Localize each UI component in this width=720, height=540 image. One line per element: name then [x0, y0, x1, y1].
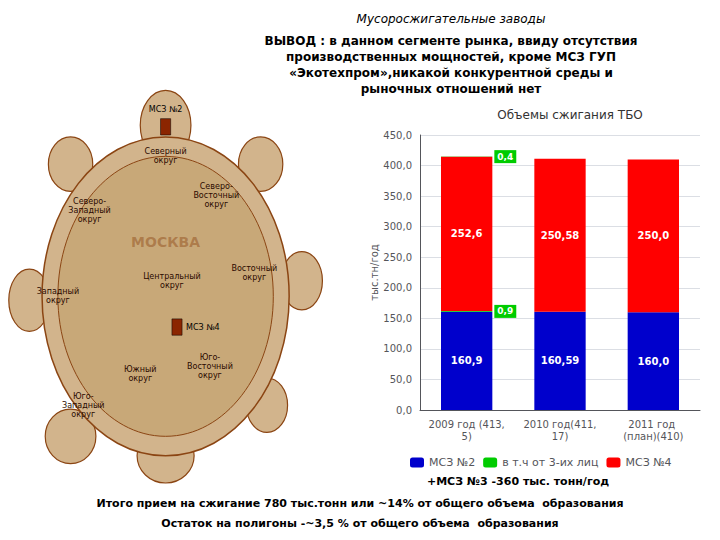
- svg-text:Северо-: Северо-: [73, 197, 106, 206]
- svg-text:округ: округ: [242, 273, 266, 282]
- svg-text:ВЫВОД : в данном сегменте рынк: ВЫВОД : в данном сегменте рынка, ввиду о…: [264, 34, 637, 48]
- svg-text:округ: округ: [128, 374, 152, 383]
- svg-text:Западный: Западный: [37, 287, 79, 296]
- svg-text:тыс.тн/год: тыс.тн/год: [369, 244, 380, 301]
- svg-text:400,0: 400,0: [383, 160, 412, 171]
- svg-text:Центральный: Центральный: [143, 272, 201, 281]
- svg-text:450,0: 450,0: [383, 130, 412, 141]
- svg-text:Юго-: Юго-: [73, 392, 94, 401]
- svg-text:50,0: 50,0: [390, 374, 412, 385]
- svg-text:округ: округ: [46, 296, 70, 305]
- svg-text:округ: округ: [160, 281, 184, 290]
- svg-text:252,6: 252,6: [451, 228, 483, 239]
- svg-text:0,4: 0,4: [497, 152, 513, 162]
- svg-text:(план)(410): (план)(410): [623, 431, 683, 442]
- svg-text:100,0: 100,0: [383, 343, 412, 354]
- svg-text:МОСКВА: МОСКВА: [131, 234, 200, 250]
- svg-text:2009 год (413,: 2009 год (413,: [429, 419, 505, 430]
- svg-text:округ: округ: [71, 410, 95, 419]
- svg-text:Остаток на полигоны -~3,5 % от: Остаток на полигоны -~3,5 % от общего об…: [161, 517, 558, 530]
- svg-text:250,0: 250,0: [638, 230, 670, 241]
- svg-text:2011 год: 2011 год: [628, 419, 678, 430]
- svg-text:2010 год(411,: 2010 год(411,: [523, 419, 596, 430]
- svg-text:Северный: Северный: [145, 147, 187, 156]
- svg-text:160,0: 160,0: [638, 356, 670, 367]
- svg-text:производственных мощностей, кр: производственных мощностей, кроме МСЗ ГУ…: [286, 50, 616, 64]
- svg-text:Итого прием на сжигание 780 ты: Итого прием на сжигание 780 тыс.тонн или…: [96, 497, 623, 510]
- svg-text:Объемы сжигания ТБО: Объемы сжигания ТБО: [497, 108, 643, 122]
- svg-text:160,59: 160,59: [541, 355, 580, 366]
- svg-text:0,0: 0,0: [396, 405, 412, 416]
- svg-text:250,58: 250,58: [541, 230, 580, 241]
- svg-text:350,0: 350,0: [383, 191, 412, 202]
- svg-text:в т.ч от 3-их лиц: в т.ч от 3-их лиц: [502, 456, 598, 469]
- svg-text:«Экотехпром»,никакой конкурент: «Экотехпром»,никакой конкурентной среды …: [289, 66, 613, 80]
- svg-text:Западный: Западный: [68, 206, 110, 215]
- svg-text:МСЗ №4: МСЗ №4: [625, 456, 671, 469]
- svg-text:0,9: 0,9: [497, 306, 513, 316]
- svg-text:5): 5): [462, 431, 472, 442]
- svg-text:рыночных отношений нет: рыночных отношений нет: [361, 82, 542, 96]
- svg-text:МСЗ №2: МСЗ №2: [429, 456, 475, 469]
- svg-text:17): 17): [552, 431, 569, 442]
- svg-text:округ: округ: [198, 371, 222, 380]
- svg-text:Мусоросжигательные заводы: Мусоросжигательные заводы: [357, 12, 546, 26]
- svg-text:160,9: 160,9: [451, 355, 483, 366]
- svg-text:Восточный: Восточный: [231, 264, 277, 273]
- svg-text:150,0: 150,0: [383, 313, 412, 324]
- svg-text:Юго-: Юго-: [200, 353, 221, 362]
- svg-text:МСЗ №4: МСЗ №4: [186, 323, 220, 332]
- svg-text:+МСЗ №3 -360 тыс. тонн/год: +МСЗ №3 -360 тыс. тонн/год: [427, 475, 609, 488]
- svg-text:Западный: Западный: [62, 401, 104, 410]
- svg-text:МСЗ №2: МСЗ №2: [149, 105, 183, 114]
- svg-text:Восточный: Восточный: [193, 191, 239, 200]
- svg-text:Северо-: Северо-: [200, 182, 233, 191]
- svg-text:Восточный: Восточный: [187, 362, 233, 371]
- svg-text:Южный: Южный: [124, 365, 157, 374]
- svg-text:300,0: 300,0: [383, 221, 412, 232]
- svg-text:округ: округ: [78, 215, 102, 224]
- svg-text:округ: округ: [204, 200, 228, 209]
- svg-text:200,0: 200,0: [383, 282, 412, 293]
- svg-text:округ: округ: [154, 156, 178, 165]
- svg-text:250,0: 250,0: [383, 252, 412, 263]
